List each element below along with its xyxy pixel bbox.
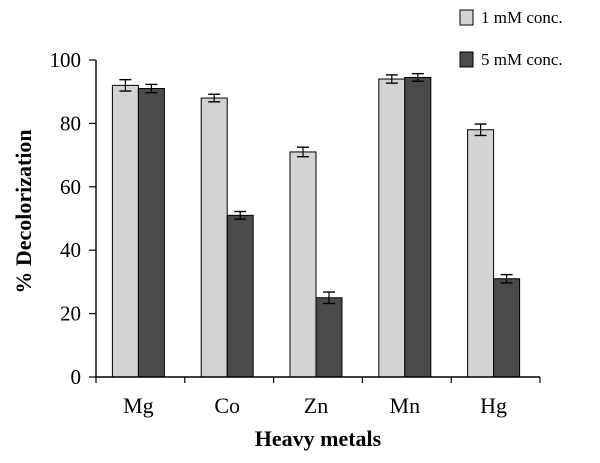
legend: 1 mM conc. 5 mM conc.	[459, 8, 563, 69]
y-tick-label-40: 40	[60, 238, 81, 262]
error-bars-group	[119, 72, 513, 305]
axes-group: Mg Co Zn Mn Hg 0 20 40 60 80 100	[50, 48, 541, 418]
legend-label: 1 mM conc.	[481, 8, 563, 27]
bar-zn-series-1	[289, 151, 317, 378]
x-axis-title: Heavy metals	[255, 426, 382, 451]
error-bar-zn-series-1	[297, 146, 309, 158]
bars-group	[111, 76, 521, 378]
error-bar-co-series-2	[234, 210, 247, 220]
bar-co-series-2	[226, 214, 254, 378]
error-bar-mn-series-1	[385, 74, 398, 84]
bar-mn-series-1	[378, 78, 406, 378]
x-tick-label-mg: Mg	[123, 393, 154, 418]
y-tick-label-0: 0	[71, 365, 82, 389]
y-tick-label-20: 20	[60, 302, 81, 326]
legend-swatch	[459, 51, 474, 68]
y-tick-label-80: 80	[60, 111, 81, 135]
bar-mn-series-2	[404, 76, 432, 378]
x-tick-label-mn: Mn	[390, 393, 421, 418]
legend-item-1: 1 mM conc.	[459, 8, 563, 27]
error-bar-mg-series-2	[145, 83, 158, 94]
error-bar-hg-series-1	[474, 123, 487, 137]
bar-hg-series-1	[467, 129, 495, 378]
error-bar-mg-series-1	[119, 78, 132, 92]
bar-zn-series-2	[315, 297, 343, 378]
bar-hg-series-2	[493, 278, 521, 378]
legend-item-2: 5 mM conc.	[459, 50, 563, 69]
bar-mg-series-2	[137, 88, 165, 378]
error-bar-mn-series-2	[411, 72, 424, 82]
x-tick-label-zn: Zn	[304, 393, 328, 418]
error-bar-co-series-1	[208, 93, 221, 103]
legend-label: 5 mM conc.	[481, 50, 563, 69]
legend-swatch	[459, 9, 474, 26]
y-tick-label-60: 60	[60, 175, 81, 199]
bar-co-series-1	[200, 97, 228, 378]
error-bar-zn-series-2	[323, 291, 335, 305]
error-bar-hg-series-2	[500, 273, 513, 284]
x-tick-label-co: Co	[214, 393, 240, 418]
y-axis-title: % Decolorization	[11, 129, 36, 293]
x-tick-label-hg: Hg	[480, 393, 507, 418]
y-tick-label-100: 100	[50, 48, 82, 72]
bar-mg-series-1	[111, 84, 139, 378]
